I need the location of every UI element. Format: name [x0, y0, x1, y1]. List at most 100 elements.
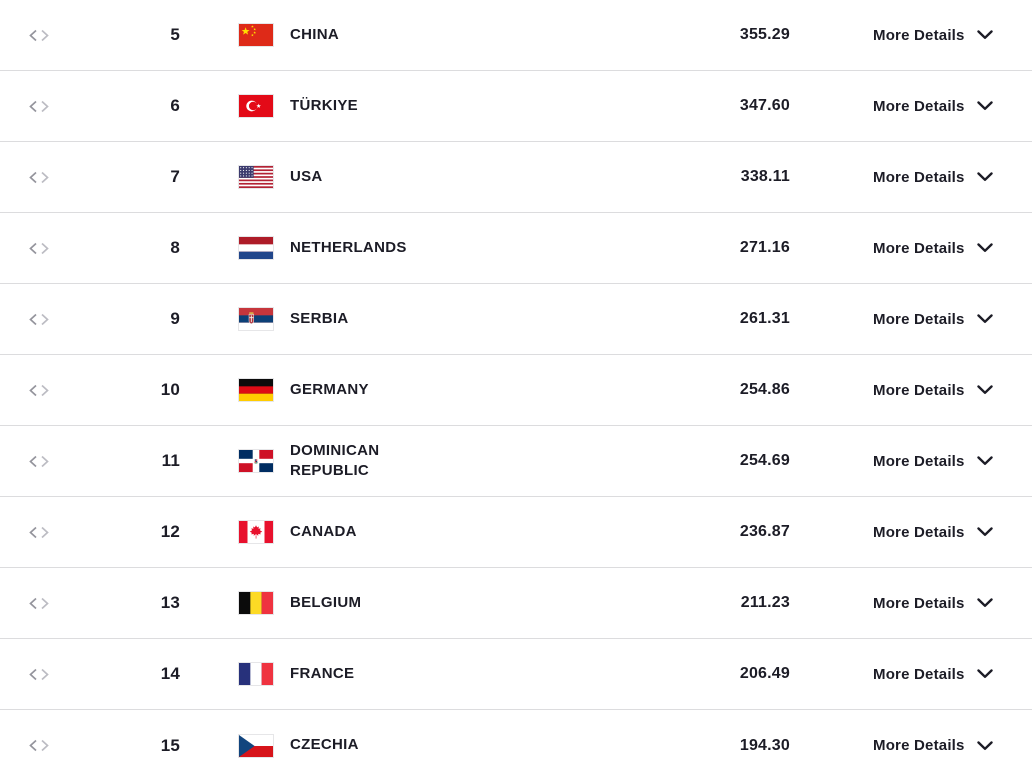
flag-canada	[238, 520, 274, 544]
score-value: 355.29	[739, 26, 790, 43]
ranking-row: 14 FRANCE 206.49 More Details	[0, 639, 1032, 710]
rank-number: 12	[160, 522, 180, 541]
team-name: SERBIA	[290, 309, 349, 327]
chevron-down-icon	[976, 101, 993, 111]
chevron-down-icon	[976, 456, 993, 466]
ranking-row: 15 CZECHIA 194.30 More Details	[0, 710, 1032, 780]
ranking-row: 7 USA 338.11 More Details	[0, 142, 1032, 213]
more-details-button[interactable]: More Details	[873, 382, 1032, 399]
team-name: CZECHIA	[290, 736, 359, 754]
chevron-down-icon	[976, 669, 993, 679]
chevrons-left-right-icon	[28, 668, 50, 681]
flag-czechia	[238, 733, 274, 758]
more-details-label: More Details	[873, 381, 965, 399]
rank-number: 5	[170, 25, 180, 44]
ranking-row: 10 GERMANY 254.86 More Details	[0, 355, 1032, 426]
rank-number: 7	[170, 167, 180, 186]
rank-number: 11	[161, 451, 180, 470]
ranking-row: 9 SERBIA 261.31 More Details	[0, 284, 1032, 355]
ranking-row: 11 DOMINICAN REPUBLIC 254.69 More Detail…	[0, 426, 1032, 497]
ranking-row: 6 TÜRKIYE 347.60 More Details	[0, 71, 1032, 142]
score-value: 236.87	[739, 523, 790, 540]
rank-number: 14	[160, 664, 180, 683]
chevron-down-icon	[976, 598, 993, 608]
more-details-label: More Details	[873, 737, 965, 754]
more-details-button[interactable]: More Details	[873, 169, 1032, 186]
chevrons-left-right-icon	[28, 242, 50, 255]
team-name: GERMANY	[290, 380, 369, 398]
rank-number: 8	[170, 238, 180, 257]
rank-number: 9	[170, 309, 180, 328]
chevrons-left-right-icon	[28, 171, 50, 184]
more-details-label: More Details	[873, 239, 965, 257]
chevron-down-icon	[976, 314, 993, 324]
ranking-row: 8 NETHERLANDS 271.16 More Details	[0, 213, 1032, 284]
team-name: TÜRKIYE	[290, 96, 358, 114]
chevron-down-icon	[976, 740, 993, 751]
team-name: NETHERLANDS	[290, 238, 407, 256]
rank-number: 6	[170, 96, 180, 115]
team-name: DOMINICAN REPUBLIC	[290, 441, 380, 479]
rank-number: 15	[160, 735, 180, 755]
more-details-button[interactable]: More Details	[873, 666, 1032, 683]
flag-belgium	[238, 591, 274, 615]
more-details-label: More Details	[873, 26, 965, 44]
more-details-button[interactable]: More Details	[873, 240, 1032, 257]
more-details-label: More Details	[873, 97, 965, 115]
more-details-button[interactable]: More Details	[873, 524, 1032, 541]
chevron-down-icon	[976, 172, 993, 182]
score-value: 254.69	[739, 452, 790, 469]
score-value: 211.23	[740, 594, 790, 611]
chevrons-left-right-icon	[28, 455, 50, 468]
chevrons-left-right-icon	[28, 100, 50, 113]
rank-number: 10	[160, 380, 180, 399]
team-name: CHINA	[290, 25, 339, 43]
more-details-label: More Details	[873, 665, 965, 683]
ranking-row: 12 CANADA 236.87 More Details	[0, 497, 1032, 568]
flag-usa	[238, 165, 274, 189]
chevron-down-icon	[976, 243, 993, 253]
chevron-down-icon	[976, 527, 993, 537]
chevron-down-icon	[976, 30, 993, 40]
team-name: FRANCE	[290, 664, 355, 682]
more-details-button[interactable]: More Details	[873, 27, 1032, 44]
flag-germany	[238, 378, 274, 402]
score-value: 261.31	[739, 310, 790, 327]
score-value: 206.49	[739, 665, 790, 682]
score-value: 254.86	[739, 381, 790, 398]
more-details-label: More Details	[873, 594, 965, 612]
flag-turkiye	[238, 94, 274, 118]
chevrons-left-right-icon	[28, 526, 50, 539]
team-name: BELGIUM	[290, 593, 362, 611]
team-name: USA	[290, 167, 323, 185]
chevrons-left-right-icon	[28, 384, 50, 397]
rank-number: 13	[160, 593, 180, 612]
more-details-button[interactable]: More Details	[873, 453, 1032, 470]
more-details-button[interactable]: More Details	[873, 595, 1032, 612]
more-details-label: More Details	[873, 310, 965, 328]
more-details-label: More Details	[873, 168, 965, 186]
more-details-button[interactable]: More Details	[873, 311, 1032, 328]
chevron-down-icon	[976, 385, 993, 395]
more-details-button[interactable]: More Details	[873, 98, 1032, 115]
score-value: 194.30	[739, 736, 790, 754]
more-details-label: More Details	[873, 523, 965, 541]
chevrons-left-right-icon	[28, 313, 50, 326]
score-value: 338.11	[740, 168, 790, 185]
more-details-label: More Details	[873, 452, 965, 470]
chevrons-left-right-icon	[28, 739, 50, 752]
more-details-button[interactable]: More Details	[873, 737, 1032, 754]
flag-china	[238, 23, 274, 47]
flag-serbia	[238, 307, 274, 331]
flag-dominican-republic	[238, 449, 274, 473]
score-value: 347.60	[739, 97, 790, 114]
chevrons-left-right-icon	[28, 597, 50, 610]
ranking-row: 5 CHINA 355.29 More Details	[0, 0, 1032, 71]
chevrons-left-right-icon	[28, 29, 50, 42]
team-name: CANADA	[290, 522, 357, 540]
flag-netherlands	[238, 236, 274, 260]
ranking-row: 13 BELGIUM 211.23 More Details	[0, 568, 1032, 639]
flag-france	[238, 662, 274, 686]
score-value: 271.16	[739, 239, 790, 256]
